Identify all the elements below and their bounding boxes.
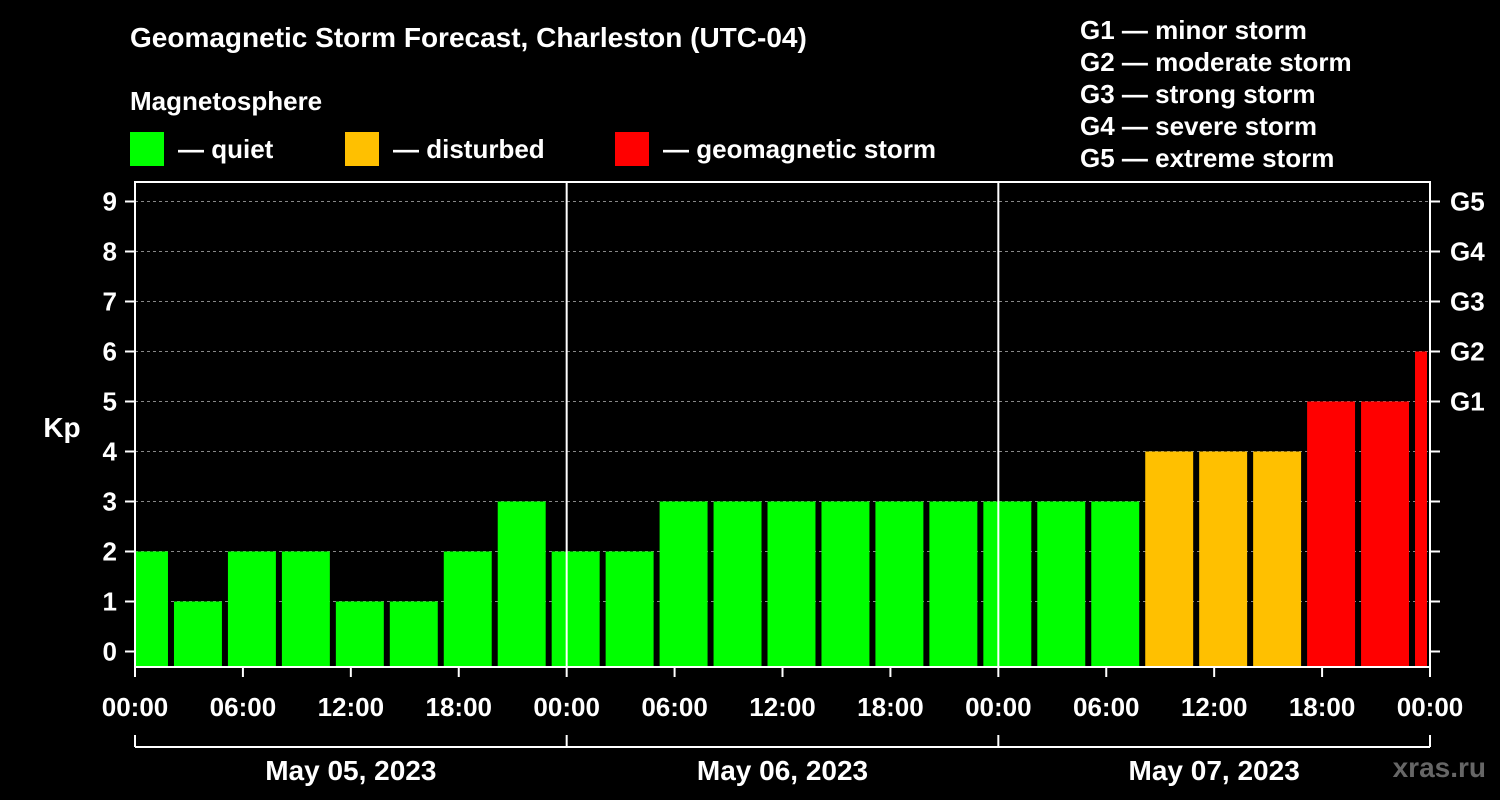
storm-scale-g4: G4 — severe storm [1080, 111, 1318, 141]
kp-bar [281, 551, 330, 666]
x-tick-label: 18:00 [1289, 692, 1356, 722]
kp-bar [443, 551, 492, 666]
x-tick-label: 00:00 [965, 692, 1032, 722]
kp-bar [227, 551, 276, 666]
g-scale-label: G2 [1450, 337, 1485, 367]
legend-item-storm: — geomagnetic storm [615, 132, 936, 166]
g-scale-label: G3 [1450, 287, 1485, 317]
date-label: May 05, 2023 [265, 755, 436, 786]
kp-bar [1253, 451, 1302, 666]
kp-bar [983, 501, 1032, 666]
g-scale-label: G5 [1450, 187, 1485, 217]
kp-bar [551, 551, 600, 666]
kp-bar [497, 501, 546, 666]
kp-bar [173, 601, 222, 666]
kp-bar [335, 601, 384, 666]
x-tick-label: 06:00 [1073, 692, 1140, 722]
kp-bar [1145, 451, 1194, 666]
x-tick-label: 06:00 [641, 692, 708, 722]
y-tick-label: 2 [103, 537, 117, 567]
legend-item-quiet: — quiet [130, 132, 273, 166]
kp-bar [821, 501, 870, 666]
y-tick-label: 5 [103, 387, 117, 417]
x-tick-label: 18:00 [857, 692, 924, 722]
y-tick-label: 1 [103, 587, 117, 617]
watermark: xras.ru [1392, 752, 1486, 783]
kp-bar [1199, 451, 1248, 666]
x-tick-label: 00:00 [1397, 692, 1464, 722]
kp-bar [1037, 501, 1086, 666]
storm-scale-g3: G3 — strong storm [1080, 79, 1316, 109]
date-label: May 07, 2023 [1129, 755, 1300, 786]
x-tick-label: 12:00 [749, 692, 816, 722]
storm-scale-legend: G1 — minor storm G2 — moderate storm G3 … [1080, 14, 1352, 174]
kp-bar [1091, 501, 1140, 666]
y-tick-label: 6 [103, 337, 117, 367]
x-tick-label: 18:00 [426, 692, 493, 722]
y-tick-label: 9 [103, 187, 117, 217]
y-tick-label: 4 [103, 437, 118, 467]
kp-bar [1307, 401, 1356, 666]
kp-bar [713, 501, 762, 666]
y-tick-label: 0 [103, 637, 117, 667]
kp-bar [659, 501, 708, 666]
y-tick-label: 8 [103, 237, 117, 267]
legend-swatch-storm [615, 132, 649, 166]
date-label: May 06, 2023 [697, 755, 868, 786]
legend-swatch-disturbed [345, 132, 379, 166]
g-scale-label: G4 [1450, 237, 1485, 267]
kp-bar [136, 551, 168, 666]
g-scale-label: G1 [1450, 387, 1485, 417]
chart-title: Geomagnetic Storm Forecast, Charleston (… [130, 22, 807, 53]
y-axis-label: Kp [43, 412, 80, 443]
x-tick-label: 06:00 [210, 692, 277, 722]
y-tick-label: 3 [103, 487, 117, 517]
x-tick-label: 12:00 [318, 692, 385, 722]
y-tick-label: 7 [103, 287, 117, 317]
legend-swatch-quiet [130, 132, 164, 166]
legend-label-disturbed: — disturbed [393, 133, 545, 164]
kp-bar [389, 601, 438, 666]
storm-scale-g5: G5 — extreme storm [1080, 143, 1335, 173]
storm-scale-g2: G2 — moderate storm [1080, 47, 1352, 77]
kp-bar [929, 501, 978, 666]
legend-item-disturbed: — disturbed [345, 132, 545, 166]
kp-bar [1415, 351, 1427, 666]
storm-scale-g1: G1 — minor storm [1080, 15, 1307, 45]
legend-heading: Magnetosphere [130, 86, 323, 116]
legend-label-quiet: — quiet [178, 133, 274, 164]
x-tick-label: 12:00 [1181, 692, 1248, 722]
kp-bar [1361, 401, 1410, 666]
x-tick-label: 00:00 [533, 692, 600, 722]
kp-bar [875, 501, 924, 666]
legend-label-storm: — geomagnetic storm [663, 133, 937, 164]
x-tick-label: 00:00 [102, 692, 169, 722]
kp-bar [605, 551, 654, 666]
kp-bar [767, 501, 816, 666]
